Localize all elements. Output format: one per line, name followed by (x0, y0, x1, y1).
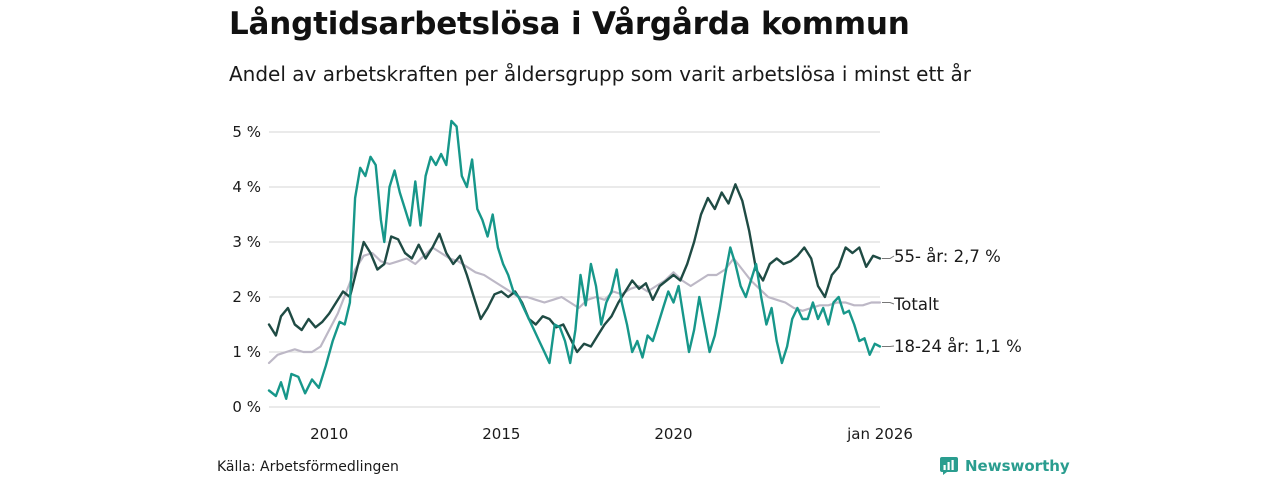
y-tick-label: 0 % (232, 398, 261, 416)
newsworthy-logo-icon (940, 457, 958, 475)
brand-name: Newsworthy (965, 457, 1070, 475)
y-tick-label: 1 % (232, 343, 261, 361)
series-line-teal (267, 119, 882, 400)
end-label: 18-24 år: 1,1 % (894, 337, 1022, 356)
end-label: 55- år: 2,7 % (894, 247, 1001, 266)
x-tick-label: 2020 (654, 425, 692, 443)
chart-title: Långtidsarbetslösa i Vårgårda kommun (229, 6, 910, 42)
y-tick-label: 3 % (232, 233, 261, 251)
end-label-connector (882, 345, 895, 347)
source-note: Källa: Arbetsförmedlingen (217, 459, 399, 475)
end-label-connector (882, 302, 895, 305)
x-tick-label: 2015 (482, 425, 520, 443)
brand-logo: Newsworthy (939, 456, 1070, 476)
y-tick-label: 5 % (232, 123, 261, 141)
end-label: Totalt (893, 295, 940, 314)
y-tick-label: 4 % (232, 178, 261, 196)
x-tick-label: 2010 (310, 425, 348, 443)
y-tick-label: 2 % (232, 288, 261, 306)
x-tick-label: jan 2026 (846, 425, 913, 443)
chart-subtitle: Andel av arbetskraften per åldersgrupp s… (229, 62, 971, 86)
end-label-connector (882, 255, 895, 259)
